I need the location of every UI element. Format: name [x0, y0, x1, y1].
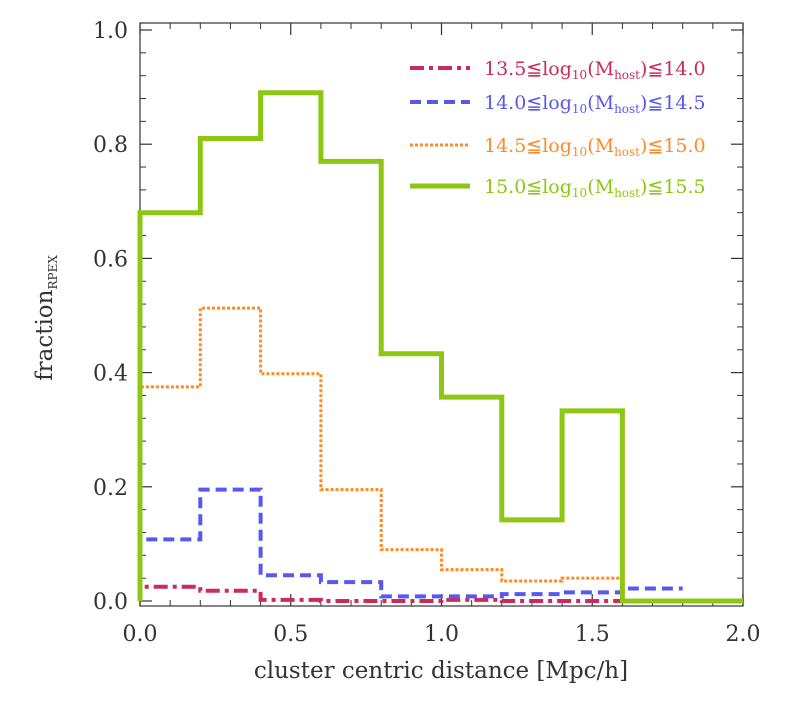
series-3-line: [137, 90, 743, 604]
x-tick-label: 1.0: [424, 622, 459, 647]
x-tick-label: 0.0: [123, 622, 158, 647]
legend-label-0: 13.5≦log10(Mhost)≦14.0: [484, 58, 706, 82]
x-axis: 0.0 0.5 1.0 1.5 2.0: [123, 23, 761, 647]
legend-label-2: 14.5≦log10(Mhost)≦15.0: [484, 135, 706, 159]
x-tick-label: 1.5: [575, 622, 610, 647]
legend: 13.5≦log10(Mhost)≦14.0 14.0≦log10(Mhost)≦…: [410, 58, 706, 200]
y-tick-label: 0.2: [93, 476, 128, 501]
y-tick-label: 0.8: [93, 133, 128, 158]
x-axis-title: cluster centric distance [Mpc/h]: [254, 658, 628, 684]
series-2-line: [138, 306, 623, 601]
y-axis-title-sub: RPEX: [46, 255, 60, 290]
legend-label-3: 15.0≦log10(Mhost)≦15.5: [484, 176, 706, 200]
y-axis-title: fractionRPEX: [32, 255, 60, 381]
y-axis-title-main: fraction: [32, 289, 58, 381]
series-layer: [137, 90, 743, 604]
x-tick-label: 0.5: [273, 622, 308, 647]
y-axis: 0.0 0.2 0.4 0.6 0.8 1.0: [93, 19, 743, 615]
y-tick-label: 0.6: [93, 247, 128, 272]
series-0-line: [138, 584, 623, 603]
series-1-line: [138, 487, 683, 601]
legend-label-1: 14.0≦log10(Mhost)≦14.5: [484, 92, 706, 116]
y-tick-label: 0.4: [93, 362, 128, 387]
y-tick-label: 1.0: [93, 19, 128, 44]
x-tick-label: 2.0: [726, 622, 761, 647]
y-tick-label: 0.0: [93, 590, 128, 615]
